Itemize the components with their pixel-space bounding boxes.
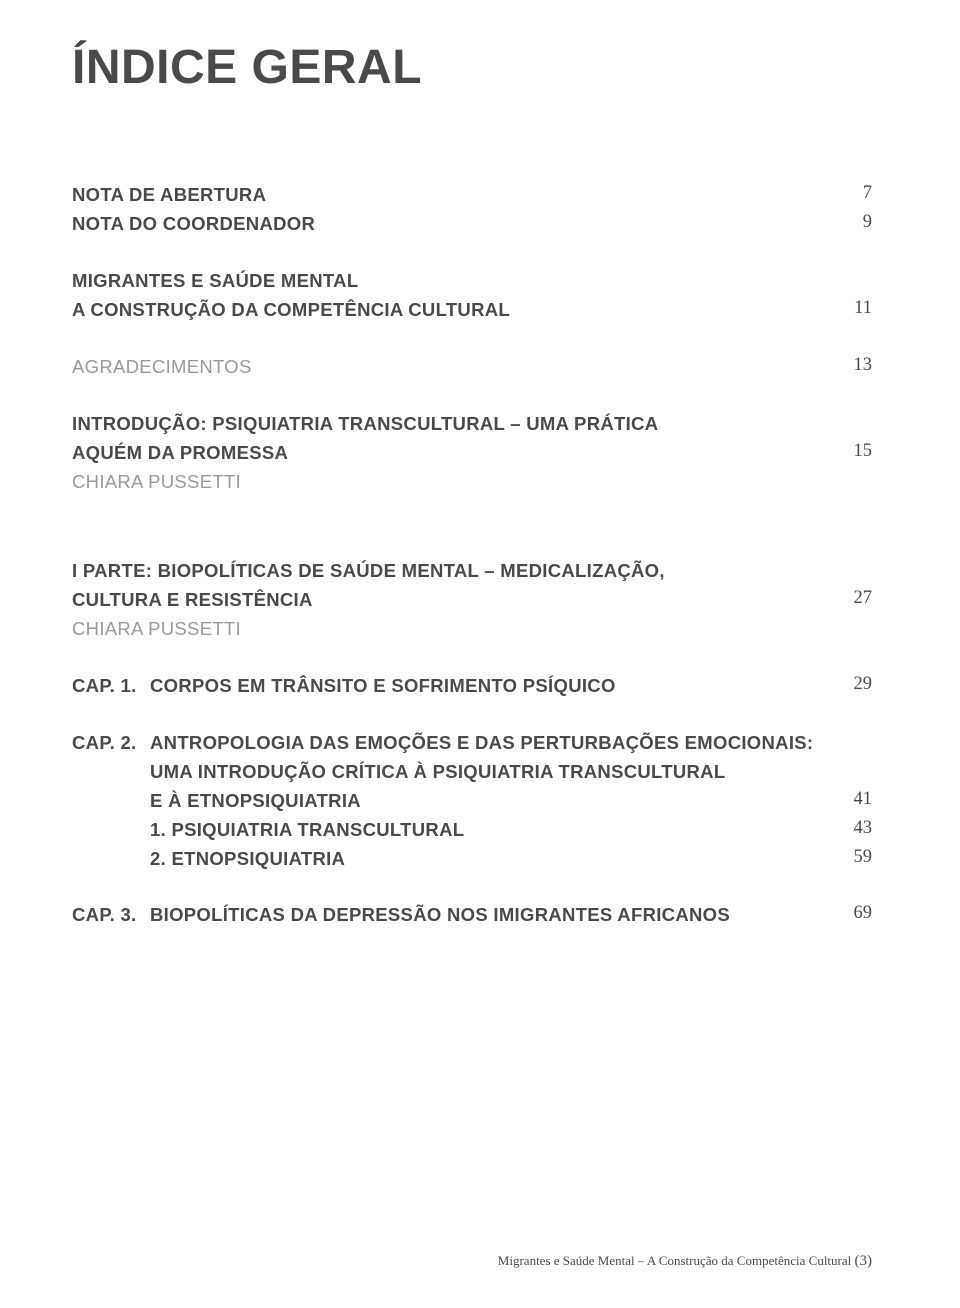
toc-chapter-row: CAP. 1. CORPOS EM TRÂNSITO E SOFRIMENTO …: [72, 674, 872, 699]
toc-label: I PARTE: BIOPOLÍTICAS DE SAÚDE MENTAL – …: [72, 559, 665, 584]
chapter-prefix: CAP. 2.: [72, 731, 150, 756]
toc-row: NOTA DO COORDENADOR 9: [72, 212, 872, 237]
toc-chapter-row: CAP. 2. ANTROPOLOGIA DAS EMOÇÕES E DAS P…: [72, 731, 872, 756]
toc-row: INTRODUÇÃO: PSIQUIATRIA TRANSCULTURAL – …: [72, 412, 872, 437]
toc-label: 2. ETNOPSIQUIATRIA: [150, 847, 834, 872]
toc-row: E À ETNOPSIQUIATRIA 41: [150, 789, 872, 814]
footer-text: Migrantes e Saúde Mental – A Construção …: [498, 1253, 851, 1268]
toc-label: NOTA DE ABERTURA: [72, 183, 266, 208]
toc-row: NOTA DE ABERTURA 7: [72, 183, 872, 208]
page-title: ÍNDICE GERAL: [72, 40, 872, 95]
toc-label: E À ETNOPSIQUIATRIA: [150, 789, 834, 814]
toc-label: AQUÉM DA PROMESSA: [72, 441, 288, 466]
toc-page: 15: [834, 441, 873, 462]
toc-page: 27: [834, 588, 873, 609]
chapter-prefix: CAP. 1.: [72, 674, 150, 699]
toc-row: 1. PSIQUIATRIA TRANSCULTURAL 43: [150, 818, 872, 843]
toc-row: UMA INTRODUÇÃO CRÍTICA À PSIQUIATRIA TRA…: [150, 760, 872, 785]
toc-label: A CONSTRUÇÃO DA COMPETÊNCIA CULTURAL: [72, 298, 510, 323]
footer-page-number: (3): [855, 1253, 873, 1269]
toc-row: AQUÉM DA PROMESSA 15: [72, 441, 872, 466]
toc-page: 9: [843, 212, 872, 233]
toc-page: 11: [834, 298, 872, 319]
toc-page: 43: [834, 818, 873, 839]
toc-row: A CONSTRUÇÃO DA COMPETÊNCIA CULTURAL 11: [72, 298, 872, 323]
toc-row: MIGRANTES E SAÚDE MENTAL: [72, 269, 872, 294]
toc-page: 41: [834, 789, 873, 810]
toc-row: CHIARA PUSSETTI: [72, 617, 872, 642]
toc-row: I PARTE: BIOPOLÍTICAS DE SAÚDE MENTAL – …: [72, 559, 872, 584]
toc-author: CHIARA PUSSETTI: [72, 617, 241, 642]
toc-author: CHIARA PUSSETTI: [72, 470, 241, 495]
toc-label: 1. PSIQUIATRIA TRANSCULTURAL: [150, 818, 834, 843]
chapter-prefix: CAP. 3.: [72, 903, 150, 928]
footer: Migrantes e Saúde Mental – A Construção …: [498, 1253, 872, 1270]
chapter-title: ANTROPOLOGIA DAS EMOÇÕES E DAS PERTURBAÇ…: [150, 731, 872, 756]
toc-page: 29: [834, 674, 873, 695]
chapter-title: CORPOS EM TRÂNSITO E SOFRIMENTO PSÍQUICO: [150, 674, 834, 699]
toc-page: 7: [843, 183, 872, 204]
toc-page: 13: [834, 355, 873, 376]
toc-label: NOTA DO COORDENADOR: [72, 212, 315, 237]
toc-label: UMA INTRODUÇÃO CRÍTICA À PSIQUIATRIA TRA…: [150, 760, 872, 785]
toc-label: AGRADECIMENTOS: [72, 355, 252, 380]
toc-label: INTRODUÇÃO: PSIQUIATRIA TRANSCULTURAL – …: [72, 412, 658, 437]
toc-chapter-row: CAP. 3. BIOPOLÍTICAS DA DEPRESSÃO NOS IM…: [72, 903, 872, 928]
toc-row: CULTURA E RESISTÊNCIA 27: [72, 588, 872, 613]
toc-row: 2. ETNOPSIQUIATRIA 59: [150, 847, 872, 872]
toc-page: 59: [834, 847, 873, 868]
toc-page: 69: [834, 903, 873, 924]
toc-label: CULTURA E RESISTÊNCIA: [72, 588, 313, 613]
chapter-title: BIOPOLÍTICAS DA DEPRESSÃO NOS IMIGRANTES…: [150, 903, 834, 928]
toc-row: AGRADECIMENTOS 13: [72, 355, 872, 380]
toc-row: CHIARA PUSSETTI: [72, 470, 872, 495]
toc-label: MIGRANTES E SAÚDE MENTAL: [72, 269, 358, 294]
